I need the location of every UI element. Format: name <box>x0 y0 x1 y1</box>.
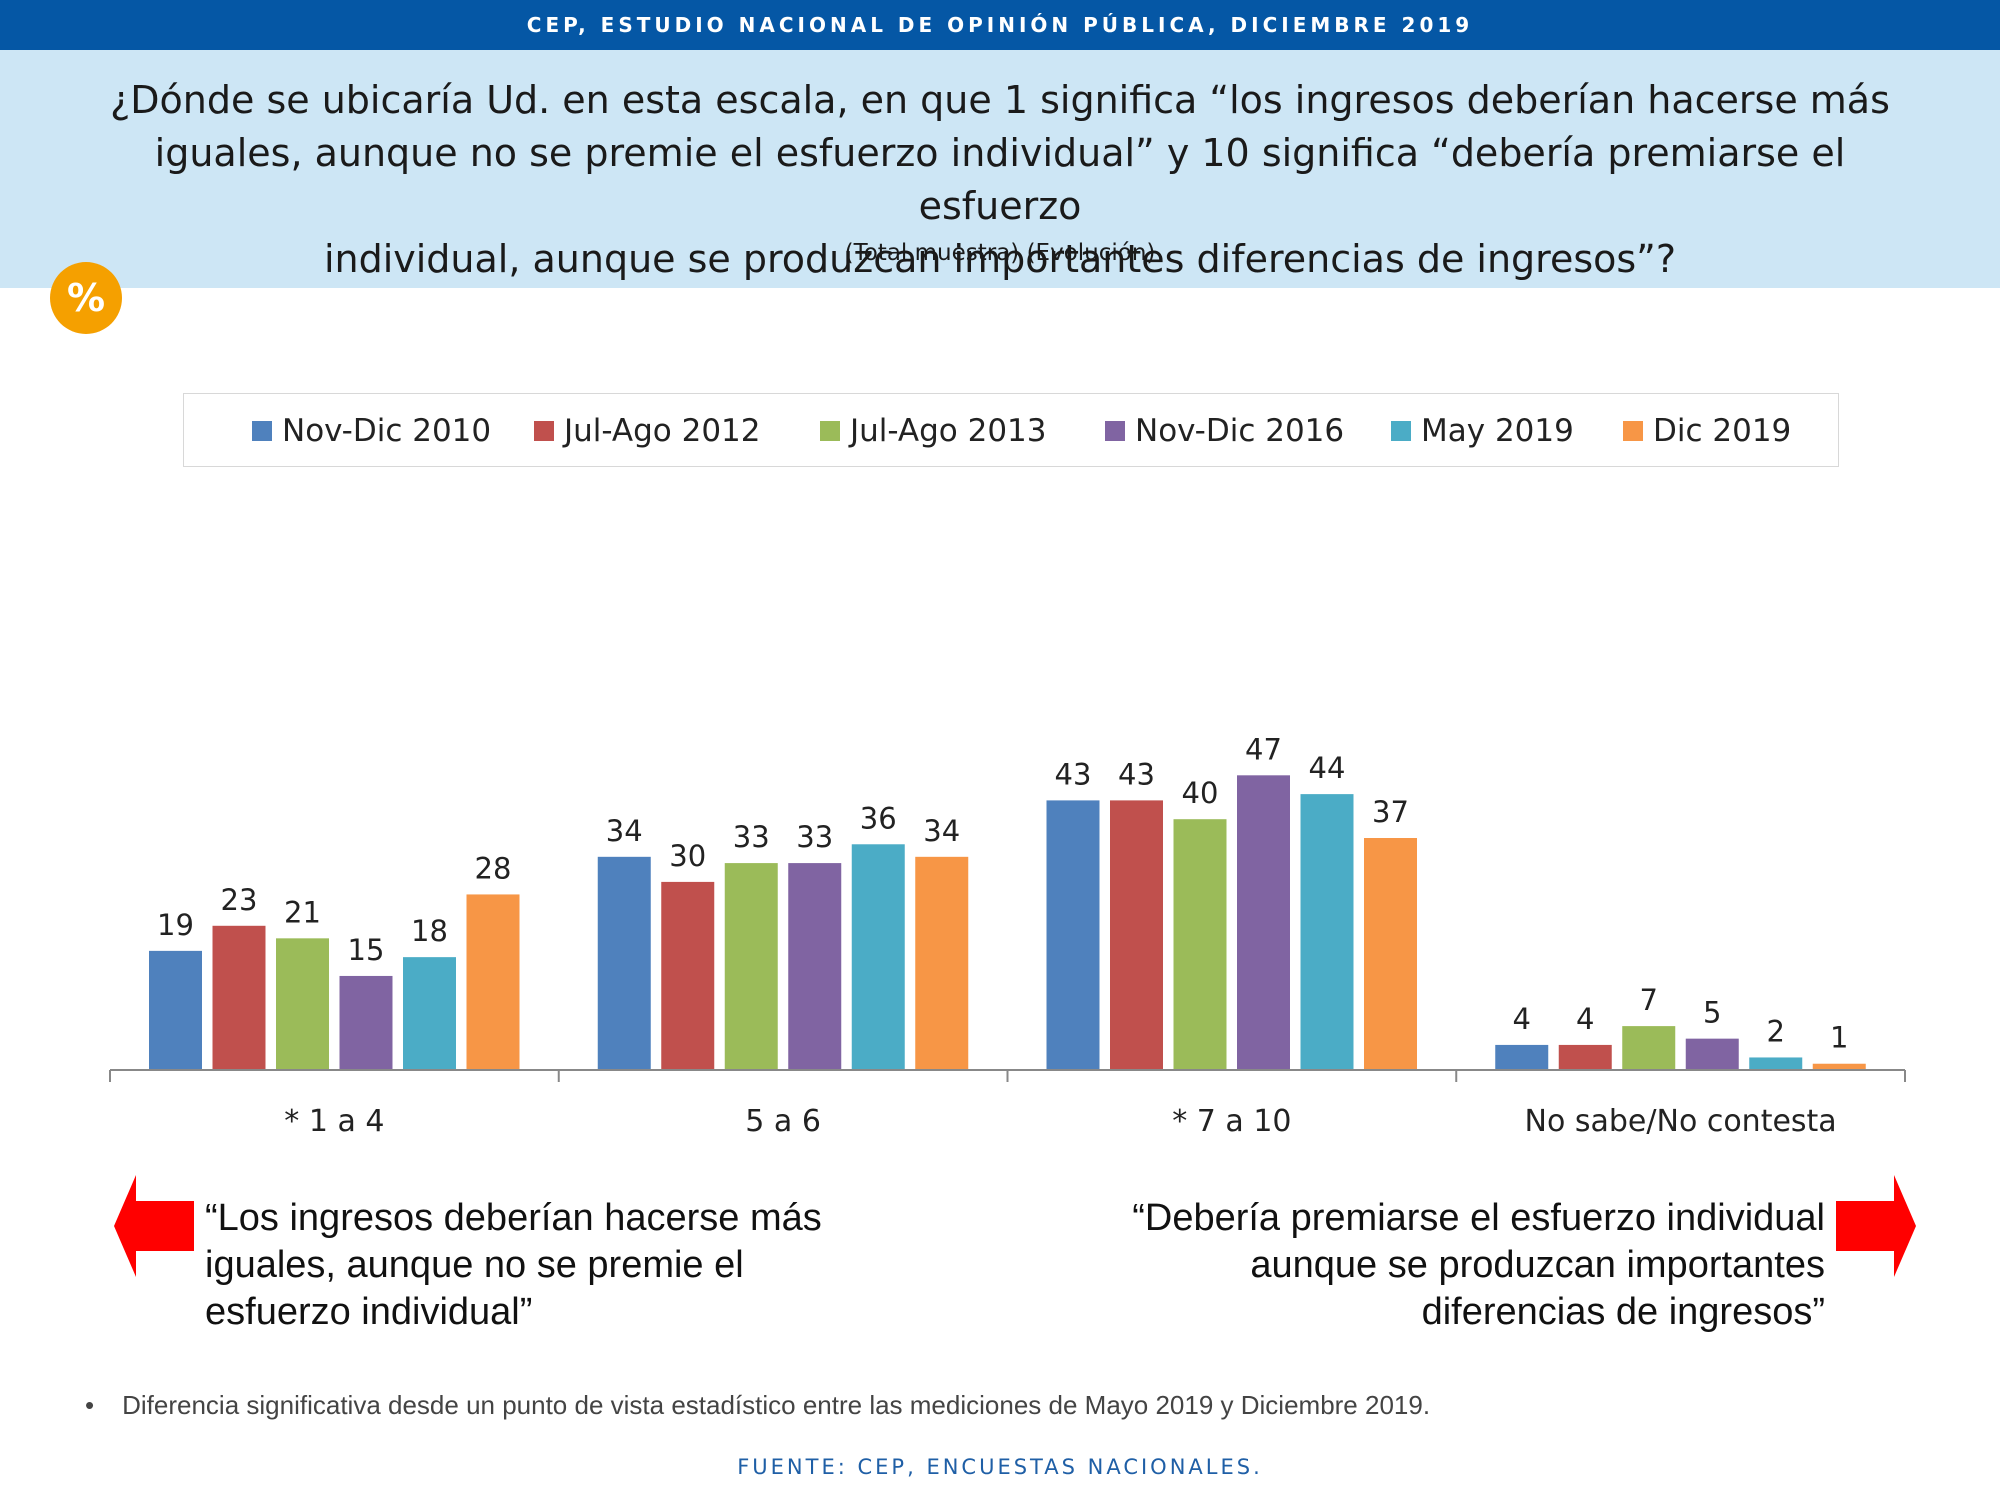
percent-badge-icon: % <box>50 262 122 334</box>
legend-label: Nov-Dic 2016 <box>1135 413 1345 449</box>
bar <box>597 856 651 1070</box>
bar-value-label: 4 <box>1576 1002 1594 1036</box>
bar <box>1749 1057 1803 1070</box>
legend-swatch <box>1105 421 1125 441</box>
bar-value-label: 28 <box>475 851 512 885</box>
bar-value-label: 5 <box>1703 996 1721 1030</box>
bar <box>339 975 393 1070</box>
bar <box>1110 800 1163 1070</box>
category-label: * 7 a 10 <box>1172 1104 1291 1139</box>
legend-label: Jul-Ago 2012 <box>564 413 761 449</box>
quote-left: “Los ingresos deberían hacerse más igual… <box>205 1197 822 1333</box>
bar <box>1046 800 1100 1070</box>
legend-item: May 2019 <box>1391 394 1574 468</box>
question-text: ¿Dónde se ubicaría Ud. en esta escala, e… <box>80 74 1920 286</box>
bar <box>1622 1026 1676 1070</box>
bar <box>724 863 778 1070</box>
question-band <box>0 50 2000 288</box>
chart-legend: Nov-Dic 2010 Jul-Ago 2012 Jul-Ago 2013 Nov-… <box>183 393 1839 467</box>
legend-swatch <box>1623 421 1643 441</box>
bar-value-label: 21 <box>284 895 321 929</box>
legend-swatch <box>820 421 840 441</box>
legend-item: Nov-Dic 2010 <box>252 394 491 468</box>
bar <box>1812 1063 1866 1070</box>
bar-value-label: 30 <box>669 839 706 873</box>
legend-swatch <box>534 421 554 441</box>
footnote-text: Diferencia significativa desde un punto … <box>122 1390 1431 1420</box>
bar-value-label: 34 <box>923 814 960 848</box>
category-label: No sabe/No contesta <box>1525 1104 1837 1139</box>
legend-swatch <box>1391 421 1411 441</box>
bar <box>1364 838 1417 1070</box>
legend-label: Jul-Ago 2013 <box>850 413 1047 449</box>
bar-value-label: 34 <box>606 814 643 848</box>
quote-right: “Debería premiarse el esfuerzo individua… <box>1132 1197 1825 1333</box>
legend-item: Nov-Dic 2016 <box>1105 394 1344 468</box>
legend-label: Dic 2019 <box>1653 413 1792 449</box>
question-line-3: individual, aunque se produzcan importan… <box>323 237 1677 281</box>
bar <box>788 863 842 1070</box>
legend-label: Nov-Dic 2010 <box>282 413 492 449</box>
source-line: FUENTE: CEP, ENCUESTAS NACIONALES. <box>737 1455 1263 1479</box>
bar-value-label: 33 <box>733 820 770 854</box>
bar-value-label: 37 <box>1372 795 1409 829</box>
bar <box>276 938 329 1070</box>
bar <box>915 856 969 1070</box>
footnote: • Diferencia significativa desde un punto… <box>85 1390 1430 1421</box>
report-header: CEP, ESTUDIO NACIONAL DE OPINIÓN PÚBLICA… <box>0 0 2000 50</box>
bar <box>466 894 520 1070</box>
footnote-bullet: • <box>85 1390 95 1420</box>
bar <box>1558 1044 1612 1070</box>
legend-swatch <box>252 421 272 441</box>
bar-value-label: 23 <box>221 883 258 917</box>
question-line-1: ¿Dónde se ubicaría Ud. en esta escala, e… <box>110 78 1890 122</box>
bar <box>851 844 905 1070</box>
bar <box>1300 794 1354 1070</box>
bar-value-label: 43 <box>1118 757 1155 791</box>
bar-value-label: 19 <box>157 908 194 942</box>
bar-value-label: 18 <box>411 914 448 948</box>
bar <box>1237 775 1290 1070</box>
bar-value-label: 33 <box>796 820 833 854</box>
arrow-right-icon <box>1836 1175 1916 1277</box>
bar <box>1495 1044 1549 1070</box>
legend-item: Jul-Ago 2012 <box>534 394 761 468</box>
bar <box>661 881 715 1070</box>
bar <box>149 950 202 1070</box>
bar-value-label: 1 <box>1830 1021 1848 1055</box>
legend-label: May 2019 <box>1421 413 1574 449</box>
bar-value-label: 15 <box>348 933 385 967</box>
legend-item: Jul-Ago 2013 <box>820 394 1047 468</box>
category-label: * 1 a 4 <box>284 1104 384 1139</box>
bar <box>1173 819 1227 1070</box>
arrow-left-icon <box>114 1175 194 1277</box>
bar-value-label: 44 <box>1309 751 1346 785</box>
bar-value-label: 4 <box>1513 1002 1531 1036</box>
bar <box>1685 1038 1739 1070</box>
bar-value-label: 36 <box>860 801 897 835</box>
bar-value-label: 47 <box>1245 732 1282 766</box>
legend-item: Dic 2019 <box>1623 394 1791 468</box>
bar-value-label: 2 <box>1767 1014 1785 1048</box>
category-label: 5 a 6 <box>745 1104 821 1139</box>
question-subtitle: (Total muestra) (Evolución) <box>844 240 1156 266</box>
bar-value-label: 40 <box>1182 776 1219 810</box>
bar <box>403 957 456 1070</box>
question-line-2: iguales, aunque no se premie el esfuerzo… <box>154 131 1846 228</box>
bar <box>212 925 266 1070</box>
bar-value-label: 43 <box>1055 757 1092 791</box>
bar-value-label: 7 <box>1640 983 1658 1017</box>
